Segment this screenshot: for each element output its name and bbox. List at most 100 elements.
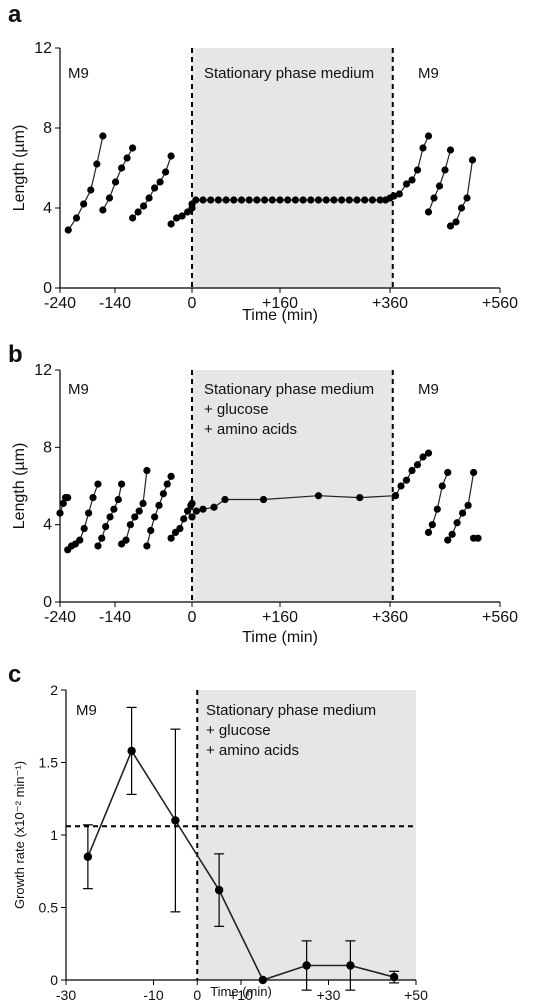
x-tick-label: -140 [99, 295, 131, 312]
data-point [163, 480, 171, 488]
shaded-region [197, 690, 416, 980]
data-point [237, 196, 246, 204]
data-point [131, 513, 139, 521]
y-tick-label: 0 [50, 972, 58, 988]
data-point [162, 168, 170, 176]
data-point [413, 166, 422, 174]
data-point [368, 196, 376, 204]
y-axis-label: Growth rate (x10⁻² min⁻¹) [12, 761, 27, 909]
data-point [428, 521, 436, 529]
data-point [85, 509, 93, 517]
data-point [87, 186, 95, 194]
data-point [284, 196, 292, 204]
y-tick-label: 2 [50, 682, 58, 698]
data-point [299, 196, 307, 204]
data-point [468, 156, 477, 164]
series-line [87, 749, 395, 981]
annotation-label: Stationary phase medium [204, 65, 374, 82]
data-point [276, 196, 284, 204]
data-point [129, 144, 137, 152]
data-point [446, 222, 455, 230]
panel-label: a [8, 1, 22, 28]
data-point [155, 501, 163, 509]
shaded-region [192, 48, 393, 288]
data-point [214, 196, 222, 204]
y-tick-label: 12 [34, 40, 52, 57]
data-point [221, 495, 229, 504]
data-point [433, 505, 441, 513]
panel-a: 0 4 8 12 -240 -140 0 +160 +360 +560 Time (min) Leng… [8, 1, 518, 324]
y-tick-label: 0.5 [39, 900, 59, 916]
annotation-label: + amino acids [204, 421, 297, 438]
x-tick-label: +10 [229, 987, 253, 1000]
data-point [463, 194, 471, 202]
data-point [110, 505, 118, 513]
data-point [118, 164, 126, 172]
data-point [106, 513, 114, 521]
data-point [83, 852, 93, 861]
data-point [94, 542, 102, 550]
data-point [222, 196, 230, 204]
data-point [56, 509, 64, 517]
data-point [143, 542, 151, 550]
data-point [171, 816, 180, 825]
data-point [192, 507, 200, 515]
x-axis-label: Time (min) [242, 307, 318, 324]
annotation-label: + glucose [204, 401, 269, 418]
data-point [76, 536, 84, 544]
data-point [114, 495, 122, 504]
data-point [470, 468, 478, 477]
data-point [102, 523, 110, 531]
data-point [302, 961, 311, 970]
data-point [307, 196, 315, 204]
data-point [424, 449, 433, 457]
data-point [180, 515, 188, 523]
x-tick-label: -240 [44, 295, 76, 312]
panel-label: b [8, 341, 23, 368]
annotation-label: Stationary phase medium [204, 381, 374, 398]
x-tick-label: 0 [188, 609, 197, 626]
panel-label: c [8, 661, 21, 688]
data-point [143, 466, 151, 475]
data-point [210, 503, 218, 511]
y-tick-label: 12 [34, 362, 52, 379]
data-point [446, 146, 455, 154]
data-point [356, 494, 364, 502]
data-point [122, 536, 130, 544]
x-tick-label: -240 [44, 609, 76, 626]
x-tick-label: +560 [482, 295, 518, 312]
data-point [93, 160, 101, 168]
data-point [441, 166, 449, 174]
data-point [361, 196, 369, 204]
annotation-label: + glucose [206, 722, 271, 739]
data-point [419, 453, 427, 461]
x-tick-label: +50 [404, 987, 428, 1000]
data-point [444, 536, 452, 544]
shaded-region [192, 370, 393, 602]
data-point [64, 226, 72, 234]
data-point [457, 204, 466, 212]
data-point [135, 507, 143, 515]
data-point [134, 208, 142, 216]
x-tick-label: -30 [56, 987, 76, 1000]
data-point [188, 513, 196, 521]
data-point [184, 507, 192, 515]
annotation-label: M9 [68, 381, 89, 398]
data-point [453, 519, 461, 527]
data-point [376, 196, 384, 204]
data-point [291, 196, 299, 204]
data-point [139, 499, 147, 507]
data-point [147, 526, 155, 535]
data-point [127, 746, 136, 756]
data-point [123, 154, 131, 162]
data-point [167, 152, 175, 160]
data-point [159, 490, 167, 498]
data-point [245, 196, 253, 204]
data-point [322, 196, 330, 204]
data-point [268, 196, 276, 204]
data-point [448, 530, 456, 538]
y-tick-label: 8 [43, 439, 52, 456]
data-point [391, 492, 400, 500]
data-point [105, 194, 114, 202]
